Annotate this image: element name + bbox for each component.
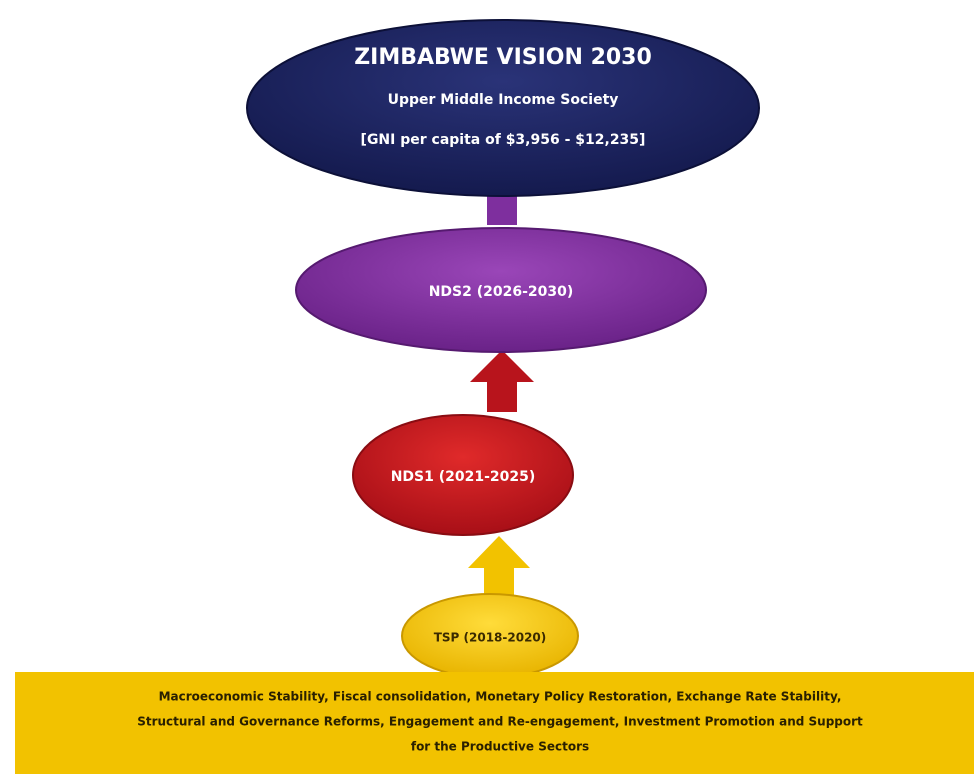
vision-subtitle: Upper Middle Income Society <box>388 92 619 108</box>
foundation-line: Macroeconomic Stability, Fiscal consolid… <box>159 690 842 704</box>
node-label: TSP (2018-2020) <box>434 631 547 645</box>
foundation-line: Structural and Governance Reforms, Engag… <box>137 715 863 729</box>
node-label: NDS2 (2026-2030) <box>429 284 574 300</box>
foundation-line: for the Productive Sectors <box>411 740 589 754</box>
foundation-box <box>15 672 974 774</box>
vision-ellipse <box>246 19 760 197</box>
arrow <box>468 536 530 598</box>
arrow <box>470 350 534 412</box>
vision-detail: [GNI per capita of $3,956 - $12,235] <box>361 132 646 148</box>
node-ellipse <box>295 227 707 353</box>
node-label: NDS1 (2021-2025) <box>391 469 536 485</box>
vision-title: ZIMBABWE VISION 2030 <box>354 45 652 70</box>
node-ellipse <box>352 414 574 536</box>
